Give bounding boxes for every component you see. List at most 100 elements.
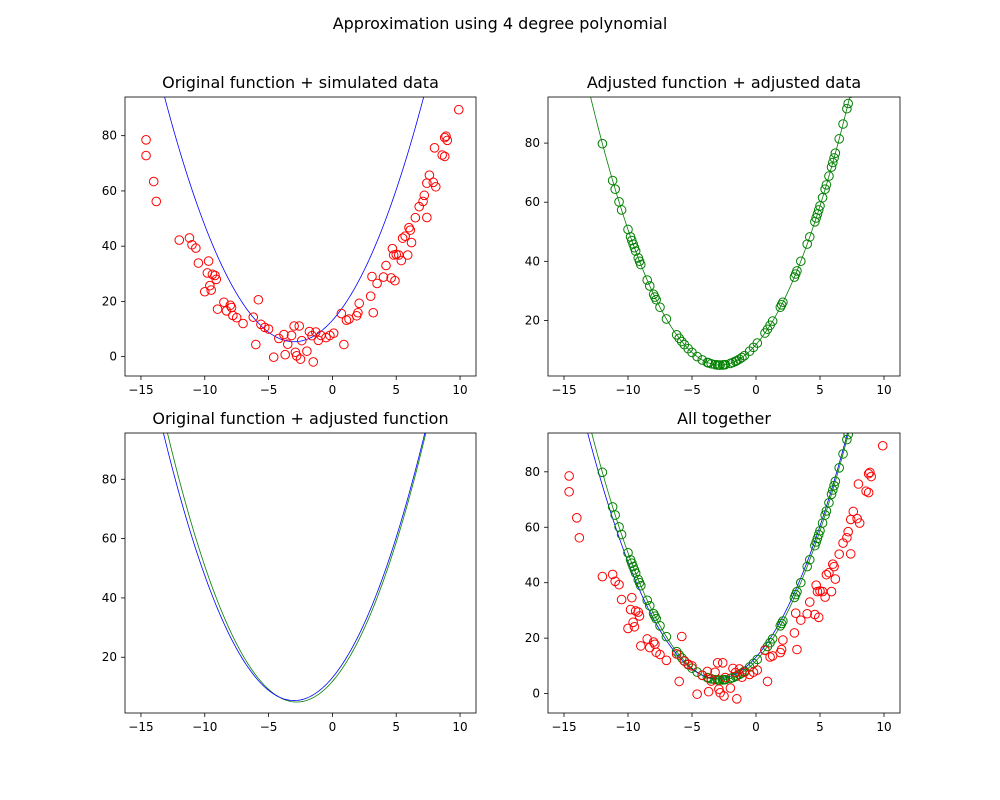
data-point: [861, 486, 871, 497]
data-point: [804, 232, 815, 242]
data-point: [651, 294, 661, 305]
x-tick-label: 0: [752, 383, 760, 397]
figure-title: Approximation using 4 degree polynomial: [333, 14, 668, 33]
data-point: [205, 280, 215, 291]
data-point: [279, 329, 289, 340]
data-point: [339, 339, 349, 350]
data-point: [737, 352, 747, 363]
data-point: [372, 278, 382, 289]
data-point: [829, 480, 839, 491]
data-point: [824, 497, 834, 508]
data-point: [776, 618, 787, 629]
x-tick-label: −5: [683, 720, 701, 734]
data-point: [789, 628, 800, 638]
data-point: [616, 529, 627, 540]
y-tick-label: 40: [102, 239, 117, 253]
data-point: [845, 549, 856, 559]
data-point: [813, 612, 824, 623]
data-point: [778, 297, 788, 308]
data-point: [802, 561, 813, 572]
x-tick-label: 5: [392, 720, 400, 734]
data-point: [732, 355, 742, 366]
data-point: [336, 308, 347, 319]
x-tick-label: −15: [128, 383, 153, 397]
data-point: [848, 506, 859, 517]
data-point: [141, 135, 151, 145]
x-tick-label: −10: [192, 720, 217, 734]
data-point: [410, 212, 421, 223]
data-point: [211, 274, 222, 285]
data-point: [354, 298, 365, 309]
data-point: [614, 579, 624, 590]
data-point: [752, 665, 763, 675]
panel-title: All together: [677, 409, 771, 428]
data-point: [760, 645, 770, 656]
data-point: [830, 574, 841, 584]
data-point: [661, 631, 672, 642]
data-point: [702, 666, 713, 677]
x-tick-label: −10: [615, 383, 640, 397]
data-point: [574, 532, 585, 543]
data-point: [289, 321, 299, 331]
y-tick-label: 40: [525, 254, 540, 268]
data-point: [174, 235, 185, 245]
data-point: [636, 259, 646, 270]
data-point: [732, 694, 742, 704]
panel-title: Adjusted function + adjusted data: [587, 73, 861, 92]
data-point: [828, 157, 838, 168]
data-point: [842, 532, 852, 543]
data-point: [184, 233, 195, 243]
data-point: [634, 611, 645, 621]
data-point: [282, 339, 293, 350]
data-point: [697, 355, 708, 365]
data-point: [400, 231, 410, 242]
data-point: [430, 181, 441, 192]
data-point: [824, 567, 834, 578]
data-point: [191, 243, 201, 253]
data-point: [813, 529, 824, 540]
data-point: [402, 250, 413, 260]
data-point: [710, 667, 720, 678]
x-tick-label: 5: [816, 383, 824, 397]
data-point: [623, 623, 633, 634]
data-point: [148, 176, 159, 187]
data-point: [644, 281, 655, 291]
data-point: [720, 672, 731, 683]
data-point: [655, 621, 665, 631]
data-point: [804, 554, 815, 565]
data-point: [674, 333, 685, 344]
data-point: [865, 467, 875, 478]
data-point: [636, 641, 646, 651]
data-point: [642, 595, 653, 606]
data-point: [820, 510, 830, 520]
data-point: [642, 634, 653, 644]
y-tick-label: 20: [525, 313, 540, 327]
data-point: [842, 103, 852, 114]
data-point: [442, 135, 453, 146]
data-point: [826, 586, 837, 597]
data-point: [610, 184, 621, 194]
data-point: [193, 258, 204, 268]
data-point: [644, 600, 655, 611]
data-point: [367, 271, 377, 282]
y-tick-label: 60: [525, 195, 540, 209]
data-point: [826, 162, 837, 172]
data-point: [828, 559, 838, 569]
x-tick-label: −15: [128, 720, 153, 734]
data-point: [212, 304, 223, 314]
data-point: [717, 658, 728, 668]
data-point: [429, 143, 440, 153]
data-point: [437, 150, 447, 160]
data-point: [630, 568, 641, 578]
data-point: [830, 476, 841, 487]
data-point: [775, 621, 786, 631]
x-tick-label: 0: [329, 720, 337, 734]
y-tick-label: 60: [102, 184, 117, 198]
data-point: [796, 577, 806, 588]
plot-area: [162, 433, 427, 703]
data-point: [655, 649, 665, 660]
data-point: [834, 134, 845, 144]
x-tick-label: −10: [615, 720, 640, 734]
